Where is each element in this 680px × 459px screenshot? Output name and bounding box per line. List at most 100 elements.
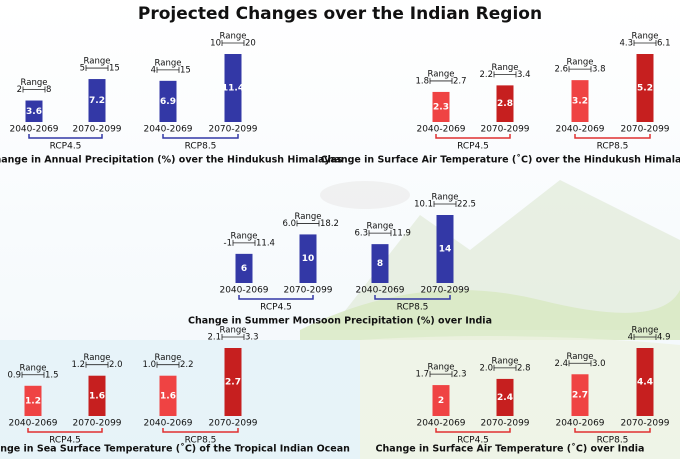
range-low: 2.4 bbox=[554, 359, 568, 369]
range-low: 0.9 bbox=[7, 370, 21, 380]
scenario-bracket bbox=[162, 134, 239, 139]
range-low: 2.0 bbox=[479, 363, 493, 373]
range-high: 3.3 bbox=[245, 333, 259, 343]
land bbox=[360, 336, 680, 459]
bar bbox=[636, 54, 654, 122]
bar bbox=[371, 244, 389, 283]
period-label: 2040-2069 bbox=[9, 125, 58, 135]
scenario-bracket bbox=[162, 428, 239, 433]
range-label: Range bbox=[432, 193, 459, 203]
scenario-label: RCP4.5 bbox=[50, 142, 82, 152]
range-low: 4.3 bbox=[619, 39, 633, 49]
chart-title: Change in Surface Air Temperature (˚C) o… bbox=[321, 155, 680, 166]
bar bbox=[496, 378, 514, 416]
scenario-bracket bbox=[435, 428, 511, 433]
period-label: 2040-2069 bbox=[219, 286, 268, 296]
range-high: 2.3 bbox=[453, 370, 467, 380]
bar-value: 8 bbox=[377, 259, 383, 269]
range-high: 2.7 bbox=[453, 76, 467, 86]
range-label: Range bbox=[84, 57, 111, 67]
chart-title: Change in Summer Monsoon Precipitation (… bbox=[188, 316, 492, 327]
bar-value: 1.6 bbox=[160, 391, 176, 401]
range-label: Range bbox=[155, 58, 182, 68]
range-label: Range bbox=[220, 32, 247, 42]
range-label: Range bbox=[632, 32, 659, 42]
range-high: 22.5 bbox=[457, 200, 476, 210]
range-low: 1.7 bbox=[415, 370, 429, 380]
bar-value: 2.4 bbox=[497, 393, 513, 403]
scenario-label: RCP8.5 bbox=[185, 142, 217, 152]
range-low: 5 bbox=[80, 64, 85, 74]
range-high: 2.8 bbox=[517, 363, 531, 373]
range-high: 11.9 bbox=[392, 229, 411, 239]
bar-value: 14 bbox=[439, 245, 452, 255]
bar-value: 7.2 bbox=[89, 96, 105, 106]
period-label: 2040-2069 bbox=[143, 419, 192, 429]
period-label: 2070-2099 bbox=[72, 125, 121, 135]
range-high: 3.8 bbox=[592, 65, 606, 75]
range-high: 3.4 bbox=[517, 70, 531, 80]
scenario-label: RCP4.5 bbox=[260, 303, 292, 313]
period-label: 2070-2099 bbox=[420, 286, 469, 296]
range-label: Range bbox=[428, 69, 455, 79]
bar bbox=[496, 85, 514, 122]
bar-value: 2.3 bbox=[433, 102, 449, 112]
range-low: 2.1 bbox=[207, 333, 221, 343]
bar-value: 2.8 bbox=[497, 99, 513, 109]
bar bbox=[88, 375, 106, 416]
period-label: 2040-2069 bbox=[555, 125, 604, 135]
bar-value: 2.7 bbox=[225, 378, 241, 388]
bar-value: 1.2 bbox=[25, 396, 41, 406]
chart-title: Change in Sea Surface Temperature (˚C) o… bbox=[0, 444, 350, 455]
mountains bbox=[330, 180, 680, 330]
range-label: Range bbox=[20, 363, 47, 373]
range-low: 6.3 bbox=[354, 229, 368, 239]
bar bbox=[436, 215, 454, 283]
bar-value: 2 bbox=[438, 396, 444, 406]
period-label: 2070-2099 bbox=[72, 419, 121, 429]
bar-value: 5.2 bbox=[637, 84, 653, 94]
cloud bbox=[320, 181, 410, 209]
period-label: 2070-2099 bbox=[283, 286, 332, 296]
scenario-label: RCP4.5 bbox=[49, 436, 81, 446]
range-low: 2.6 bbox=[554, 65, 568, 75]
range-high: 1.5 bbox=[45, 370, 59, 380]
scenario-label: RCP4.5 bbox=[457, 436, 489, 446]
scenario-bracket bbox=[27, 428, 103, 433]
period-label: 2040-2069 bbox=[143, 125, 192, 135]
bar-value: 11.4 bbox=[222, 84, 244, 94]
range-label: Range bbox=[428, 363, 455, 373]
scenario-bracket bbox=[574, 134, 651, 139]
range-label: Range bbox=[84, 353, 111, 363]
period-label: 2070-2099 bbox=[620, 125, 669, 135]
bar bbox=[88, 79, 106, 122]
range-low: 4 bbox=[151, 65, 156, 75]
bar bbox=[224, 54, 242, 122]
bar bbox=[571, 80, 589, 122]
range-low: 10 bbox=[210, 39, 221, 49]
period-label: 2070-2099 bbox=[480, 419, 529, 429]
range-label: Range bbox=[295, 212, 322, 222]
bar bbox=[159, 80, 177, 122]
bar bbox=[159, 375, 177, 416]
scenario-label: RCP8.5 bbox=[597, 436, 629, 446]
bar-value: 3.2 bbox=[572, 97, 588, 107]
period-label: 2040-2069 bbox=[8, 419, 57, 429]
bar-value: 1.6 bbox=[89, 391, 105, 401]
range-high: 18.2 bbox=[320, 219, 339, 229]
scenario-label: RCP8.5 bbox=[397, 303, 429, 313]
range-high: 2.2 bbox=[180, 360, 194, 370]
bar bbox=[432, 91, 450, 122]
range-low: -1 bbox=[224, 238, 232, 248]
bar bbox=[299, 234, 317, 283]
range-high: 6.1 bbox=[657, 39, 671, 49]
bar-value: 10 bbox=[302, 254, 315, 264]
period-label: 2070-2099 bbox=[208, 419, 257, 429]
range-label: Range bbox=[155, 353, 182, 363]
range-high: 15 bbox=[180, 65, 191, 75]
period-label: 2040-2069 bbox=[416, 419, 465, 429]
range-label: Range bbox=[220, 326, 247, 336]
period-label: 2070-2099 bbox=[620, 419, 669, 429]
scenario-label: RCP8.5 bbox=[597, 142, 629, 152]
scenario-bracket bbox=[238, 295, 314, 300]
